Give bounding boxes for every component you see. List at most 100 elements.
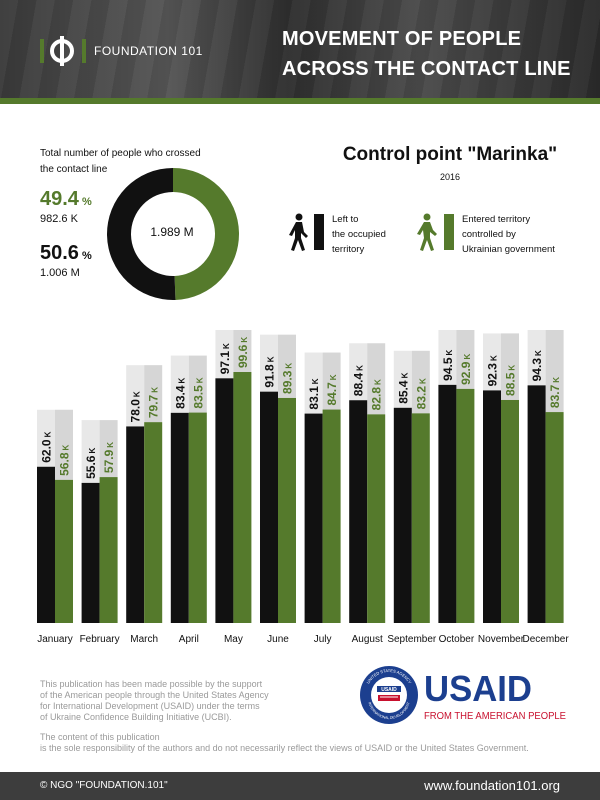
black-share-stat: 50.6% 1.006 M xyxy=(40,242,92,279)
legend-entered-controlled: Entered territory controlled by Ukrainia… xyxy=(414,212,555,257)
value-label-entered-may: 99.6K xyxy=(236,337,250,368)
label-panel xyxy=(260,334,278,392)
control-point-year: 2016 xyxy=(439,172,461,182)
bar-entered-may xyxy=(233,372,252,623)
label-panel xyxy=(233,330,252,373)
label-panel xyxy=(367,343,386,415)
bar-entered-march xyxy=(144,422,163,623)
value-label-entered-july: 84.7K xyxy=(325,374,339,405)
usaid-logo: UNITED STATES AGENCY INTERNATIONAL DEVEL… xyxy=(358,664,574,731)
black-share-absolute: 1.006 M xyxy=(40,267,80,279)
month-label-january: January xyxy=(37,634,73,645)
month-label-september: September xyxy=(387,634,437,645)
label-panel xyxy=(81,420,100,483)
month-label-october: October xyxy=(438,634,475,645)
bar-entered-april xyxy=(188,412,207,623)
value-label-left-february: 55.6K xyxy=(84,448,98,479)
value-label-entered-january: 56.8K xyxy=(58,445,72,476)
logo-text: FOUNDATION 101 xyxy=(94,44,203,58)
bar-left-may xyxy=(215,378,234,623)
label-panel xyxy=(144,365,163,423)
bar-entered-november xyxy=(501,399,519,623)
bar-left-july xyxy=(304,413,323,623)
value-label-left-december: 94.3K xyxy=(530,350,544,381)
label-panel xyxy=(483,333,501,391)
label-panel xyxy=(55,409,73,480)
responsibility-disclaimer: The content of this publication is the s… xyxy=(40,732,529,753)
label-panel xyxy=(456,330,475,389)
walking-person-entered-icon xyxy=(414,212,460,252)
foundation-logo-icon xyxy=(40,36,86,66)
label-panel xyxy=(278,334,296,398)
usaid-wordmark: USAID xyxy=(424,668,532,709)
value-label-entered-june: 89.3K xyxy=(281,363,295,394)
green-share-percent: 49.4% xyxy=(40,188,92,210)
value-label-entered-october: 92.9K xyxy=(459,354,473,385)
label-panel xyxy=(126,365,145,427)
label-panel xyxy=(411,350,430,414)
label-panel xyxy=(304,352,323,414)
value-label-entered-april: 83.5K xyxy=(191,377,205,408)
title-line-1: MOVEMENT OF PEOPLE xyxy=(282,28,522,50)
value-label-entered-december: 83.7K xyxy=(548,377,562,408)
total-label-line-1: Total number of people who crossed xyxy=(40,148,201,159)
value-label-entered-september: 83.2K xyxy=(414,378,428,409)
bar-entered-june xyxy=(278,397,296,623)
svg-text:USAID: USAID xyxy=(381,687,397,693)
bar-entered-september xyxy=(411,413,430,623)
month-label-november: November xyxy=(477,634,525,645)
bar-left-march xyxy=(126,426,145,623)
legend-left-occupied: Left to the occupied territory xyxy=(284,212,386,257)
bar-left-november xyxy=(483,390,501,623)
total-label-line-2: the contact line xyxy=(40,164,108,175)
bar-entered-july xyxy=(322,409,341,623)
value-label-left-january: 62.0K xyxy=(40,431,54,462)
foundation-logo: FOUNDATION 101 xyxy=(40,36,203,66)
walking-person-left-icon xyxy=(284,212,330,252)
green-share-absolute: 982.6 K xyxy=(40,213,78,225)
value-label-entered-november: 88.5K xyxy=(504,365,518,396)
label-panel xyxy=(349,343,368,401)
header-accent-strip xyxy=(0,98,600,104)
green-share-stat: 49.4% 982.6 K xyxy=(40,188,92,225)
black-share-percent: 50.6% xyxy=(40,242,92,264)
page-title: MOVEMENT OF PEOPLE ACROSS THE CONTACT LI… xyxy=(282,24,582,84)
bar-left-december xyxy=(527,385,546,623)
share-donut-chart xyxy=(107,168,240,300)
bar-left-february xyxy=(81,482,100,623)
header-photo-shade xyxy=(0,0,600,98)
bar-left-september xyxy=(393,407,412,623)
bar-left-april xyxy=(170,412,189,623)
website-link[interactable]: www.foundation101.org xyxy=(424,778,560,793)
value-label-left-june: 91.8K xyxy=(263,356,277,387)
legend-left-text: Left to the occupied territory xyxy=(332,214,386,255)
value-label-entered-march: 79.7K xyxy=(147,387,161,418)
month-label-march: March xyxy=(130,634,159,645)
bar-entered-october xyxy=(456,388,475,623)
label-panel xyxy=(527,330,546,386)
label-panel xyxy=(170,355,189,413)
bar-entered-february xyxy=(99,477,118,623)
label-panel xyxy=(438,330,457,385)
bar-left-october xyxy=(438,384,457,623)
copyright-text: © NGO "FOUNDATION.101" xyxy=(40,780,168,791)
value-label-left-september: 85.4K xyxy=(396,372,410,403)
monthly-bar-chart: 62.0K 56.8K 55.6K 57.9K 78.0K 79.7K 83.4K 83.5K… xyxy=(37,330,564,623)
value-label-left-july: 83.1K xyxy=(307,378,321,409)
value-label-left-october: 94.5K xyxy=(441,350,455,381)
value-label-left-may: 97.1K xyxy=(218,343,232,374)
month-label-may: May xyxy=(223,634,243,645)
bar-entered-january xyxy=(55,479,73,623)
label-panel xyxy=(501,333,519,400)
donut-total: 1.989 M xyxy=(150,225,194,239)
label-panel xyxy=(322,352,341,410)
month-label-august: August xyxy=(351,634,383,645)
value-label-entered-august: 82.8K xyxy=(370,379,384,410)
donut-slice-entered xyxy=(173,168,240,300)
month-label-december: December xyxy=(522,634,569,645)
label-panel xyxy=(99,420,118,478)
donut-slice-left xyxy=(107,168,176,300)
bar-left-january xyxy=(37,466,55,623)
value-label-left-march: 78.0K xyxy=(129,391,143,422)
